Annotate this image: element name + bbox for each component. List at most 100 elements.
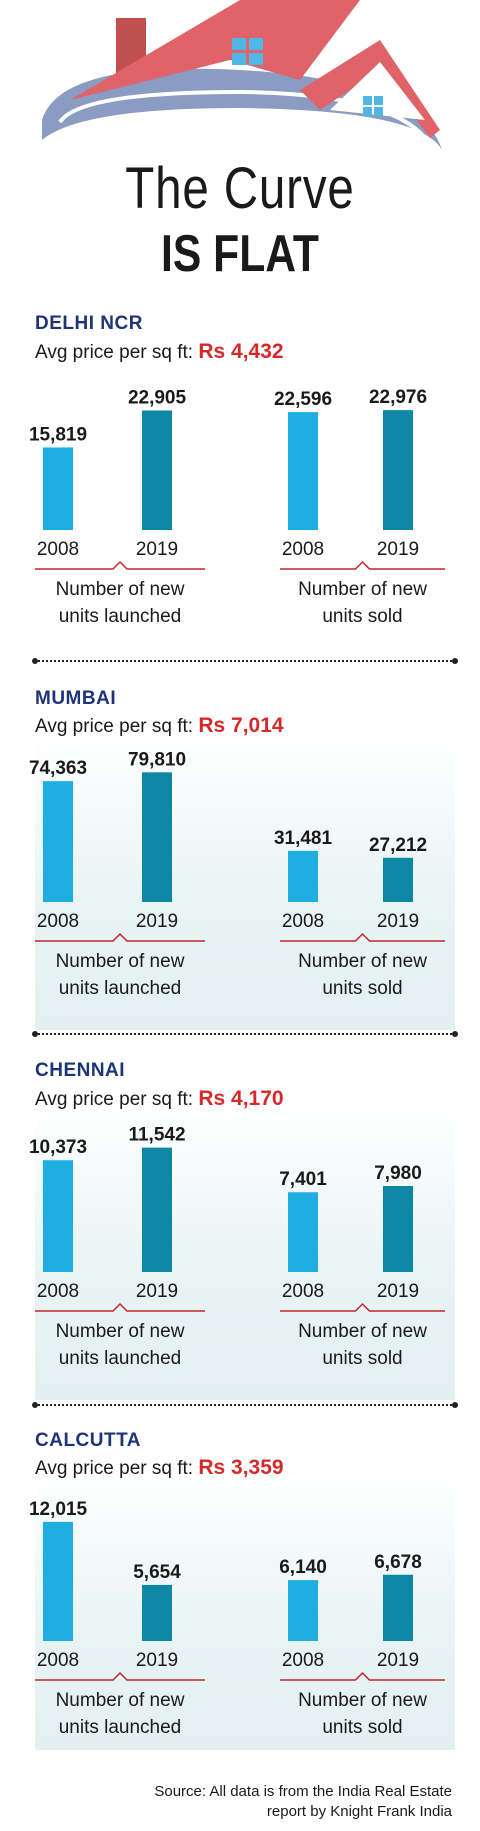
group-label: Number of new <box>56 1690 185 1711</box>
city-title: DELHI NCR <box>35 313 143 334</box>
bar <box>43 781 73 902</box>
year-label: 2019 <box>377 1650 419 1671</box>
group-bracket <box>35 1302 205 1312</box>
year-label: 2019 <box>136 1281 178 1302</box>
group-label: units sold <box>322 1348 402 1369</box>
group-bracket <box>280 560 445 570</box>
chart-delhi: 15,819 2008 22,905 2019 Number of new units l… <box>29 387 445 627</box>
source-line: report by Knight Frank India <box>266 1803 452 1820</box>
chart-chennai: 10,373 2008 11,542 2019 Number of new units l… <box>29 1125 445 1369</box>
roof-gable <box>330 62 425 120</box>
year-label: 2008 <box>282 1650 324 1671</box>
data-label: 12,015 <box>29 1499 88 1520</box>
avg-price-row: Avg price per sq ft: Rs 4,432 <box>35 340 284 364</box>
data-label: 6,140 <box>279 1557 327 1578</box>
source-note: Source: All data is from the India Real … <box>92 1782 452 1822</box>
data-label: 31,481 <box>274 828 333 849</box>
avg-price-row: Avg price per sq ft: Rs 4,170 <box>35 1087 284 1111</box>
group-label: Number of new <box>56 579 185 600</box>
data-label: 74,363 <box>29 758 87 779</box>
year-label: 2008 <box>282 911 324 932</box>
group-label: Number of new <box>298 1321 427 1342</box>
bar <box>288 850 318 902</box>
bar <box>383 857 413 902</box>
data-label: 79,810 <box>128 749 186 770</box>
avg-price-value: Rs 7,014 <box>198 714 284 737</box>
data-label: 22,905 <box>128 387 187 408</box>
avg-price-value: Rs 4,432 <box>198 340 284 363</box>
bar <box>288 412 318 530</box>
group-label: units launched <box>59 978 182 999</box>
bar <box>142 1584 172 1641</box>
year-label: 2019 <box>136 1650 178 1671</box>
chart-mumbai: 74,363 2008 79,810 2019 Number of new units l… <box>29 749 445 999</box>
bar <box>288 1192 318 1272</box>
city-title: CHENNAI <box>35 1060 126 1081</box>
year-label: 2019 <box>136 911 178 932</box>
group-label: units sold <box>322 1717 402 1738</box>
group-label: units sold <box>322 606 402 627</box>
group-label: units launched <box>59 1348 182 1369</box>
group-label: Number of new <box>56 1321 185 1342</box>
data-label: 22,976 <box>369 387 427 408</box>
bar <box>383 1574 413 1641</box>
data-label: 11,542 <box>128 1125 185 1146</box>
city-title: CALCUTTA <box>35 1430 142 1451</box>
group-label: Number of new <box>56 951 185 972</box>
group-label: Number of new <box>298 579 427 600</box>
bar <box>43 447 73 530</box>
section-divider <box>32 1031 458 1037</box>
group-bracket <box>35 1671 205 1681</box>
bar <box>43 1160 73 1272</box>
city-title: MUMBAI <box>35 688 117 709</box>
data-label: 15,819 <box>29 424 87 445</box>
group-bracket <box>35 560 205 570</box>
year-label: 2019 <box>377 539 419 560</box>
title-line-1: The Curve <box>125 156 355 221</box>
roof-arc-inner <box>58 89 432 147</box>
roof-right <box>300 40 440 138</box>
year-label: 2019 <box>377 1281 419 1302</box>
avg-price-row: Avg price per sq ft: Rs 7,014 <box>35 714 284 738</box>
year-label: 2019 <box>136 539 178 560</box>
year-label: 2019 <box>377 911 419 932</box>
group-label: units launched <box>59 606 182 627</box>
title-line-2: IS FLAT <box>161 225 319 283</box>
window-icon <box>232 38 263 65</box>
data-label: 7,980 <box>374 1163 422 1184</box>
avg-price-value: Rs 3,359 <box>198 1456 284 1479</box>
section-divider <box>32 658 458 664</box>
bar <box>383 410 413 530</box>
group-bracket <box>280 1671 445 1681</box>
group-bracket <box>280 1302 445 1312</box>
bar <box>142 772 172 902</box>
group-label: units launched <box>59 1717 182 1738</box>
group-bracket <box>280 932 445 942</box>
bar <box>142 1147 172 1272</box>
year-label: 2008 <box>282 1281 324 1302</box>
data-label: 27,212 <box>369 835 427 856</box>
avg-price-value: Rs 4,170 <box>198 1087 284 1110</box>
group-label: Number of new <box>298 951 427 972</box>
year-label: 2008 <box>37 1650 79 1671</box>
house-illustration <box>42 0 442 150</box>
group-label: units sold <box>322 978 402 999</box>
avg-price-label: Avg price per sq ft: <box>35 1458 194 1479</box>
avg-price-label: Avg price per sq ft: <box>35 1089 194 1110</box>
data-label: 22,596 <box>274 389 332 410</box>
bar <box>383 1186 413 1272</box>
data-label: 5,654 <box>133 1562 181 1583</box>
data-label: 10,373 <box>29 1137 87 1158</box>
roof-main <box>70 0 360 100</box>
year-label: 2008 <box>37 539 79 560</box>
window-icon <box>363 96 383 116</box>
year-label: 2008 <box>282 539 324 560</box>
data-label: 6,678 <box>374 1552 422 1573</box>
avg-price-row: Avg price per sq ft: Rs 3,359 <box>35 1456 284 1480</box>
avg-price-label: Avg price per sq ft: <box>35 716 194 737</box>
bar <box>43 1521 73 1641</box>
bar <box>288 1580 318 1641</box>
section-divider <box>32 1402 458 1408</box>
source-line: Source: All data is from the India Real … <box>154 1783 452 1800</box>
